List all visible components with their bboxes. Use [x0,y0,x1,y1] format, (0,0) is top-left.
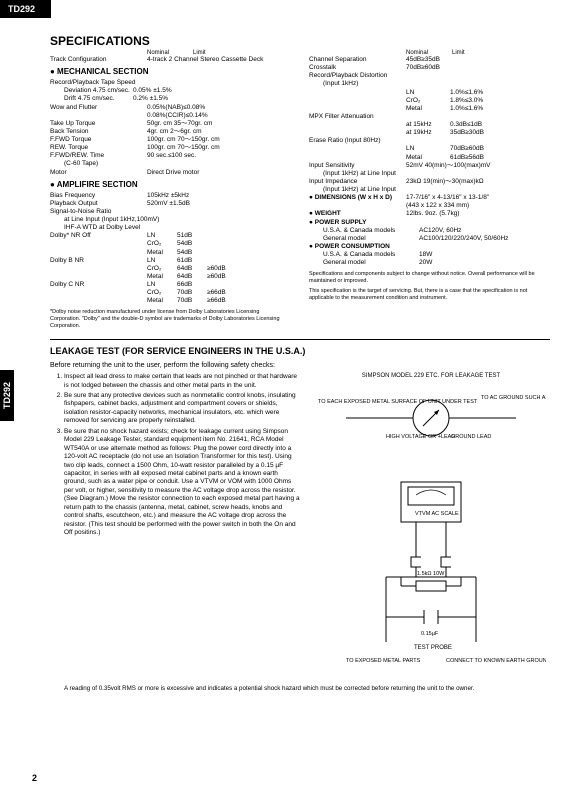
is-sub: (Input 1kHz) at Line Input [309,170,406,178]
dim-v2: (443 x 122 x 334 mm) [406,202,550,210]
bias-val: 105kHz ±5kHz [147,192,291,200]
mpx-lbl: MPX Filter Attenuation [309,113,406,121]
footnote-change: Specifications and components subject to… [309,271,550,284]
mo-lbl: Motor [50,169,147,177]
bt-lbl: Back Tension [50,128,147,136]
mo-val: Direct Drive motor [147,169,291,177]
cs-val: 45dB≥35dB [406,56,550,64]
ii-val: 23kΩ 19(min)～30(max)kΩ [406,178,550,186]
wt-lbl: ● WEIGHT [309,210,406,218]
trackcfg-val: 4-track 2 Channel Stereo Cassette Deck [147,56,291,64]
step-2: Be sure that any protective devices such… [64,392,300,426]
bt-val: 4gr. cm 2～6gr. cm [147,128,291,136]
wt-val: 12lbs. 9oz. (5.7kg) [406,210,550,218]
circuit-diagram: VTVM AC SCALE 1.5kΩ 10W 0.15µF TEST PROB… [316,477,546,677]
ii-lbl: Input Impedance [309,178,406,186]
ff-lbl: F.FWD Torque [50,136,147,144]
svg-text:1.5kΩ 10W: 1.5kΩ 10W [417,571,445,577]
rw-val: 100gr. cm 70～150gr. cm [147,144,291,152]
leak-title: LEAKAGE TEST (FOR SERVICE ENGINEERS IN T… [50,346,550,356]
footnote-dolby: *Dolby noise reduction manufactured unde… [50,309,291,329]
svg-text:CONNECT TO KNOWN EARTH GROUND: CONNECT TO KNOWN EARTH GROUND [446,658,546,664]
model-tab-side: TD292 [0,370,14,421]
drift-val: 0.2% ±1.5% [133,95,291,103]
mech-title: ● MECHANICAL SECTION [50,67,291,76]
drift-lbl: Drift 4.75 cm/sec. [50,95,133,103]
svg-text:VTVM AC SCALE: VTVM AC SCALE [415,511,459,517]
meter-diagram: TO EACH EXPOSED METAL SURFACE OF UNIT UN… [316,383,546,473]
wow-lbl: Wow and Flutter [50,104,147,112]
right-col: NominalLimit Channel Separation45dB≥35dB… [309,50,550,329]
ffr-val: 90 sec.≤100 sec. [147,152,291,160]
rpts: Record/Playback Tape Speed [50,79,147,87]
pc-lbl: ● POWER CONSUMPTION [309,243,406,251]
amp-title: ● AMPLIFIRE SECTION [50,180,291,189]
trackcfg-lbl: Track Configuration [50,56,147,64]
svg-text:HIGH VOLTAGE OR +LEAD: HIGH VOLTAGE OR +LEAD [386,434,455,440]
svg-text:0.15µF: 0.15µF [421,631,439,637]
pb-lbl: Playback Output [50,200,147,208]
step-1: Inspect all lead dress to make certain t… [64,373,300,390]
ii-sub: (Input 1kHz) at Line Input [309,186,406,194]
dim-val: 17-7/16" x 4-13/16" x 13-1/8" [406,194,550,202]
wow-v2: 0.08%(CCIR)≤0.14% [147,112,291,120]
step-3: Be sure that no shock hazard exists; che… [64,428,300,538]
dim-lbl: ● DIMENSIONS (W x H x D) [309,194,406,202]
snr-s2: IHF-A WTD at Dolby Level [50,224,291,232]
svg-text:TEST PROBE: TEST PROBE [414,645,452,651]
page-number: 2 [32,773,37,783]
specs-title: SPECIFICATIONS [50,34,550,48]
wow-v1: 0.05%(NAB)≤0.08% [147,104,291,112]
rpd-sub: (Input 1kHz) [309,80,406,88]
dev-lbl: Deviation 4.75 cm/sec. [50,87,133,95]
dev-val: 0.05% ±1.5% [133,87,291,95]
ff-val: 100gr. cm 70～150gr. cm [147,136,291,144]
is-val: 52mV 40(min)～100(max)mV [406,162,550,170]
tu-val: 50gr. cm 35～70gr. cm [147,120,291,128]
diag-title: SIMPSON MODEL 229 ETC. FOR LEAKAGE TEST [312,373,550,379]
rpd-lbl: Record/Playback Distortion [309,72,406,80]
leak-foot: A reading of 0.35volt RMS or more is exc… [50,685,550,693]
bias-lbl: Bias Frequency [50,192,147,200]
svg-text:TO EXPOSED METAL PARTS: TO EXPOSED METAL PARTS [346,658,421,664]
cs-lbl: Channel Separation [309,56,406,64]
snr-s1: at Line Input (Input 1kHz,100mV) [50,216,291,224]
ffr-sub: (C-60 Tape) [50,160,147,168]
ct-lbl: Crosstalk [309,64,406,72]
left-col: NominalLimit Track Configuration4-track … [50,50,291,329]
ct-val: 70dB≥60dB [406,64,550,72]
rw-lbl: REW. Torque [50,144,147,152]
tu-lbl: Take Up Torque [50,120,147,128]
svg-text:TO EACH EXPOSED METAL SURFACE: TO EACH EXPOSED METAL SURFACE OF UNIT UN… [318,399,478,405]
page-content: SPECIFICATIONS NominalLimit Track Config… [0,0,574,701]
ffr-lbl: F.FWD/REW. Time [50,152,147,160]
svg-text:GROUND LEAD: GROUND LEAD [451,434,491,440]
era-lbl: Erase Ratio (Input 80Hz) [309,137,406,145]
svg-text:TO AC GROUND SUCH AS WATER OR: TO AC GROUND SUCH AS WATER OR BX CABLE, … [481,395,546,401]
leak-intro: Before returning the unit to the user, p… [50,362,550,369]
diagram-col: SIMPSON MODEL 229 ETC. FOR LEAKAGE TEST … [312,373,550,681]
is-lbl: Input Sensitivity [309,162,406,170]
pb-val: 520mV ±1.5dB [147,200,291,208]
ps-lbl: ● POWER SUPPLY [309,219,406,227]
steps-col: Inspect all lead dress to make certain t… [50,373,300,681]
snr-lbl: Signal-to-Noise Ratio [50,208,147,216]
footnote-target: This specification is the target of serv… [309,288,550,301]
model-tab: TD292 [0,0,51,18]
